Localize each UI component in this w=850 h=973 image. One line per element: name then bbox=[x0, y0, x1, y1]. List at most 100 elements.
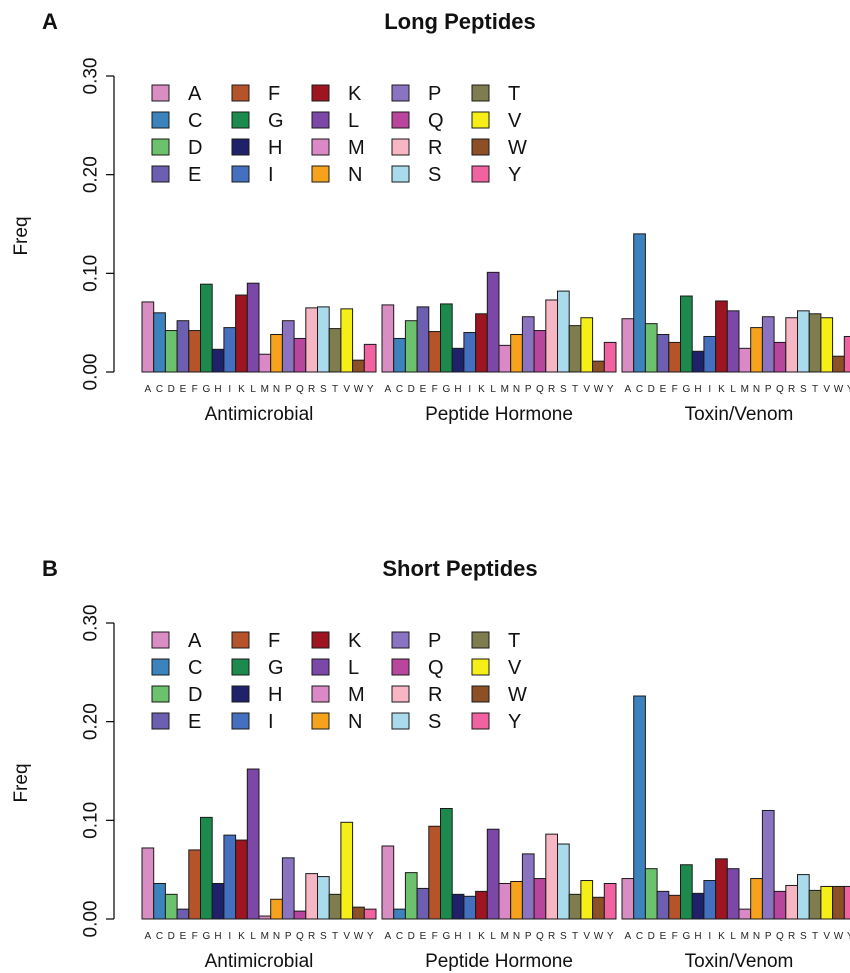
legend-swatch-V bbox=[471, 111, 490, 129]
legend-label: M bbox=[348, 684, 365, 706]
legend-label: C bbox=[188, 657, 202, 679]
x-tick-label: D bbox=[408, 384, 415, 395]
x-tick-label: Y bbox=[847, 384, 850, 395]
legend-label: T bbox=[508, 83, 520, 105]
legend-label: Q bbox=[428, 110, 444, 132]
bar-P bbox=[281, 857, 295, 920]
x-tick-label: A bbox=[625, 384, 632, 395]
bar-F bbox=[188, 330, 202, 373]
x-tick-label: D bbox=[168, 384, 175, 395]
group-label: Toxin/Venom bbox=[685, 951, 794, 972]
legend-label: A bbox=[188, 630, 202, 652]
legend-swatch-H bbox=[231, 138, 250, 156]
x-tick-label: D bbox=[648, 384, 655, 395]
legend-swatch-T bbox=[471, 84, 490, 102]
bar-A bbox=[621, 318, 635, 373]
bar-I bbox=[223, 327, 237, 373]
legend-label: G bbox=[268, 657, 284, 679]
bar-G bbox=[440, 807, 453, 920]
x-tick-label: Y bbox=[367, 384, 374, 395]
bar-E bbox=[656, 334, 670, 373]
bar-I bbox=[703, 335, 717, 373]
x-tick-label: A bbox=[385, 931, 392, 942]
y-tick-label: 0.10 bbox=[81, 255, 102, 292]
x-tick-label: Y bbox=[607, 384, 614, 395]
bar-V bbox=[340, 308, 354, 373]
bar-Y bbox=[363, 343, 377, 373]
bar-I bbox=[223, 834, 237, 920]
bar-D bbox=[164, 330, 178, 373]
bar-S bbox=[557, 290, 570, 373]
x-tick-label: H bbox=[214, 931, 221, 942]
x-tick-label: Y bbox=[607, 931, 614, 942]
x-tick-label: E bbox=[420, 931, 427, 942]
bar-L bbox=[486, 828, 500, 920]
legend-swatch-W bbox=[471, 138, 490, 156]
bar-E bbox=[416, 306, 430, 373]
legend-swatch-N bbox=[311, 165, 330, 183]
bar-L bbox=[726, 310, 740, 373]
x-tick-label: W bbox=[354, 384, 364, 395]
legend-swatch-D bbox=[151, 685, 170, 703]
x-tick-label: M bbox=[501, 384, 509, 395]
legend-swatch-E bbox=[151, 712, 170, 730]
bar-T bbox=[568, 893, 582, 920]
legend-swatch-P bbox=[391, 631, 410, 649]
bar-N bbox=[270, 334, 283, 373]
legend-label: P bbox=[428, 83, 441, 105]
legend-swatch-C bbox=[151, 658, 170, 676]
bar-N bbox=[510, 881, 523, 920]
legend-swatch-F bbox=[231, 631, 250, 649]
legend-swatch-A bbox=[151, 631, 170, 649]
x-tick-label: H bbox=[454, 931, 461, 942]
x-tick-label: T bbox=[572, 384, 578, 395]
panel-letter: B bbox=[42, 556, 58, 581]
legend-label: E bbox=[188, 711, 201, 733]
group-label: Toxin/Venom bbox=[685, 404, 794, 425]
x-tick-label: V bbox=[823, 384, 830, 395]
legend-label: L bbox=[348, 110, 359, 132]
x-tick-label: R bbox=[308, 384, 315, 395]
bar-W bbox=[832, 355, 845, 373]
x-tick-label: I bbox=[228, 384, 231, 395]
bars bbox=[141, 695, 850, 920]
bar-D bbox=[404, 872, 418, 920]
x-tick-label: P bbox=[285, 931, 292, 942]
legend-swatch-D bbox=[151, 138, 170, 156]
bar-V bbox=[580, 317, 594, 373]
panel-letter: A bbox=[42, 9, 58, 34]
x-tick-label: P bbox=[765, 931, 772, 942]
x-tick-label: F bbox=[432, 384, 438, 395]
x-tick-label: N bbox=[513, 384, 520, 395]
legend-swatch-G bbox=[231, 111, 250, 129]
x-tick-label: S bbox=[320, 384, 327, 395]
x-tick-label: L bbox=[250, 931, 256, 942]
x-tick-label: Q bbox=[536, 384, 544, 395]
x-tick-label: G bbox=[682, 384, 690, 395]
bar-E bbox=[416, 887, 430, 920]
legend-label: M bbox=[348, 137, 365, 159]
x-tick-label: H bbox=[214, 384, 221, 395]
x-tick-label: T bbox=[332, 384, 338, 395]
bar-D bbox=[644, 323, 658, 373]
x-tick-label: E bbox=[180, 931, 187, 942]
x-tick-label: E bbox=[420, 384, 427, 395]
legend-swatch-G bbox=[231, 658, 250, 676]
x-tick-label: W bbox=[594, 931, 604, 942]
bar-L bbox=[246, 768, 260, 920]
legend-swatch-C bbox=[151, 111, 170, 129]
legend-swatch-N bbox=[311, 712, 330, 730]
x-tick-label: Q bbox=[296, 931, 304, 942]
bar-G bbox=[440, 303, 453, 373]
x-tick-label: Q bbox=[296, 384, 304, 395]
bar-V bbox=[820, 885, 834, 920]
y-axis: 0.00 0.10 0.20 0.30 bbox=[81, 605, 115, 937]
bar-H bbox=[691, 892, 705, 920]
legend-swatch-I bbox=[231, 165, 250, 183]
bar-P bbox=[281, 320, 295, 373]
legend-label: N bbox=[348, 711, 362, 733]
bar-S bbox=[317, 876, 330, 920]
